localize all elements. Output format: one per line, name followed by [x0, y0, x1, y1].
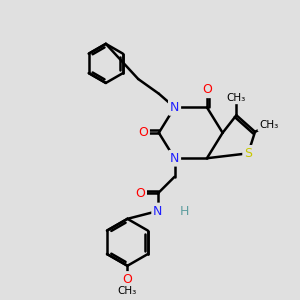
Text: N: N — [170, 101, 179, 114]
Text: N: N — [170, 152, 179, 165]
Text: O: O — [202, 83, 212, 96]
Text: H: H — [180, 205, 189, 218]
Text: CH₃: CH₃ — [227, 93, 246, 103]
Text: O: O — [135, 187, 145, 200]
Text: CH₃: CH₃ — [118, 286, 137, 296]
Text: N: N — [153, 205, 163, 218]
Text: S: S — [244, 147, 252, 160]
Text: O: O — [138, 126, 148, 139]
Text: CH₃: CH₃ — [259, 120, 278, 130]
Text: O: O — [122, 273, 132, 286]
